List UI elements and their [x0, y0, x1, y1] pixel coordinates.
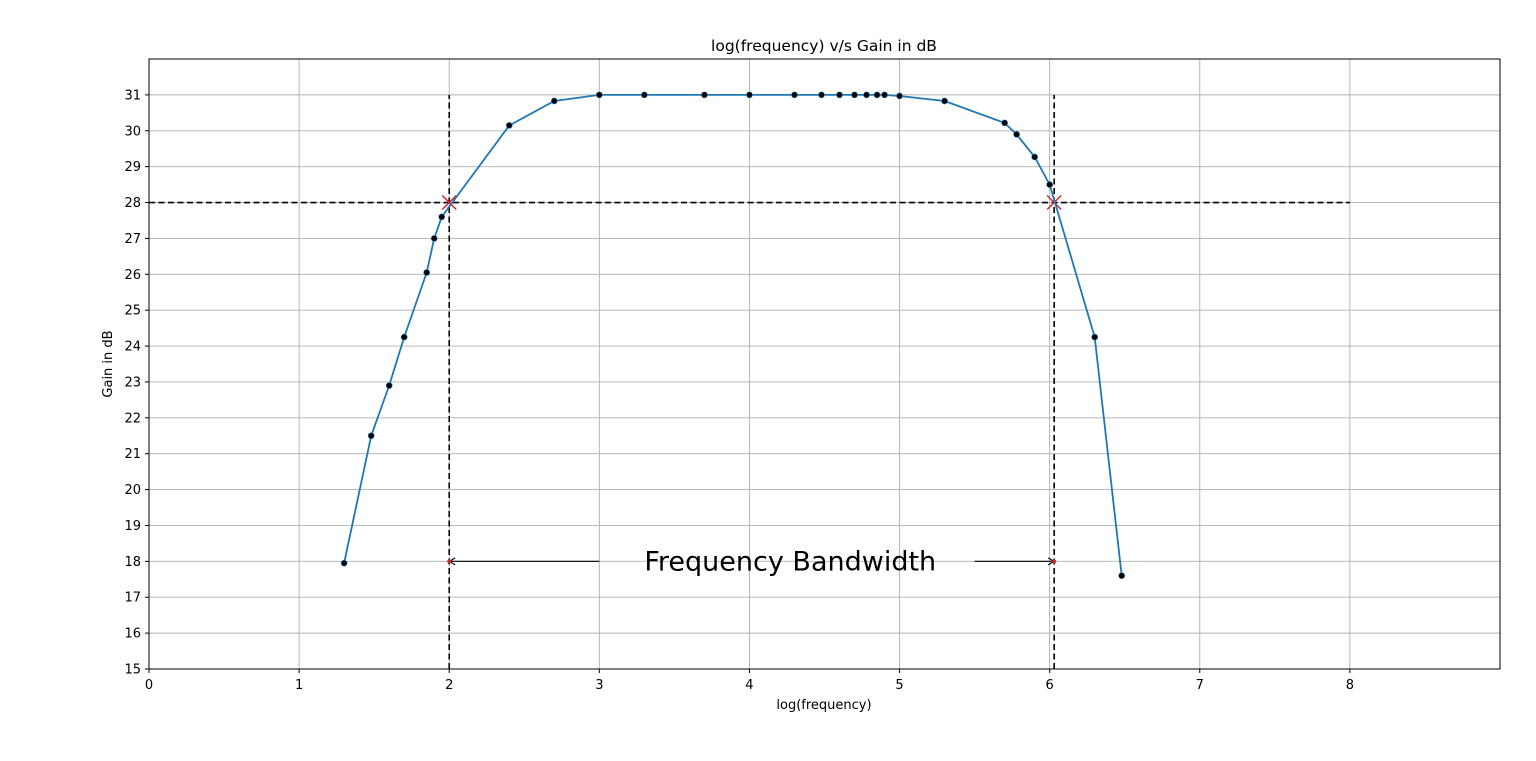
data-point	[423, 269, 431, 276]
bandwidth-endpoint	[1052, 559, 1057, 564]
x-tick-label: 2	[445, 678, 453, 693]
y-tick-label: 20	[124, 483, 141, 498]
y-tick-label: 27	[124, 232, 141, 247]
y-tick-label: 23	[124, 375, 141, 390]
crossing-marker	[441, 194, 457, 211]
bandwidth-label: Frequency Bandwidth	[644, 546, 936, 577]
data-point	[340, 559, 348, 567]
data-point	[641, 91, 648, 99]
data-point	[1001, 119, 1008, 127]
data-series	[340, 91, 1126, 580]
data-point	[1031, 153, 1038, 161]
data-point	[851, 91, 858, 99]
data-point	[701, 91, 708, 99]
guide-lines	[149, 94, 1350, 669]
data-point	[400, 333, 408, 341]
y-tick-label: 25	[124, 304, 141, 319]
x-axis-title: log(frequency)	[776, 698, 871, 713]
y-tick-label: 28	[124, 196, 141, 211]
data-point	[430, 235, 438, 242]
y-tick-label: 31	[124, 88, 141, 103]
x-tick-label: 4	[745, 678, 753, 693]
bandwidth-endpoint	[447, 559, 452, 564]
y-tick-label: 26	[124, 268, 141, 283]
y-tick-label: 17	[124, 591, 141, 606]
data-point	[1046, 181, 1053, 188]
grid-lines	[148, 59, 1500, 670]
plot-frame	[148, 58, 1501, 670]
data-point	[550, 97, 558, 105]
x-tick-label: 0	[145, 678, 153, 693]
data-point	[941, 97, 948, 105]
y-tick-label: 24	[124, 340, 141, 355]
data-point	[746, 91, 753, 99]
data-point	[438, 213, 446, 221]
data-point	[1091, 333, 1098, 341]
axes: 0 1 2 3 4 5 6 7 81516171819202122232425262728293…	[124, 58, 1501, 693]
chart-title: log(frequency) v/s Gain in dB	[711, 37, 937, 55]
data-point	[881, 91, 888, 99]
series-line	[343, 94, 1123, 576]
x-tick-label: 1	[295, 678, 303, 693]
x-tick-label: 3	[595, 678, 603, 693]
y-tick-label: 19	[124, 519, 141, 534]
y-tick-label: 29	[124, 160, 141, 175]
data-point	[896, 92, 903, 100]
data-point	[505, 122, 513, 129]
data-point	[367, 432, 375, 440]
data-point	[836, 91, 843, 99]
data-point	[385, 382, 393, 389]
data-point	[791, 91, 798, 99]
x-tick-label: 5	[895, 678, 903, 693]
data-point	[1013, 131, 1020, 138]
y-tick-label: 18	[124, 555, 141, 570]
y-tick-label: 30	[124, 124, 141, 139]
data-point	[1118, 572, 1126, 580]
data-point	[596, 91, 603, 99]
x-tick-label: 8	[1346, 678, 1354, 693]
y-tick-label: 21	[124, 447, 141, 462]
y-tick-label: 15	[124, 663, 141, 678]
x-tick-label: 6	[1046, 678, 1054, 693]
y-tick-label: 22	[124, 411, 141, 426]
data-point	[873, 91, 881, 99]
data-point	[863, 91, 870, 99]
x-tick-label: 7	[1196, 678, 1204, 693]
bandwidth-annotation: Frequency Bandwidth	[447, 546, 1057, 577]
data-point	[818, 91, 825, 99]
y-tick-label: 16	[124, 627, 141, 642]
y-axis-title: Gain in dB	[101, 330, 116, 397]
